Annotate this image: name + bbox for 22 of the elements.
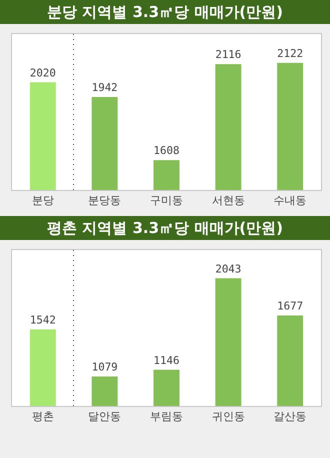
data-label: 1079 [92, 360, 118, 374]
x-tick-label: 갈산동 [274, 409, 307, 424]
x-tick-label: 평촌 [32, 409, 54, 424]
data-label: 1542 [30, 313, 56, 326]
data-label: 1677 [277, 300, 304, 313]
x-tick-label: 수내동 [274, 193, 307, 208]
x-tick-label: 귀인동 [212, 409, 245, 424]
chart-title: 분당 지역별 3.3㎡당 매매가(만원) [0, 0, 330, 24]
x-tick-label: 구미동 [150, 193, 183, 208]
data-label: 2043 [215, 262, 242, 276]
x-tick-label: 분당 [32, 193, 54, 208]
x-tick-label: 서현동 [212, 193, 245, 208]
chart-title: 평촌 지역별 3.3㎡당 매매가(만원) [0, 216, 330, 240]
data-label: 2020 [30, 66, 56, 80]
x-tick-label: 달안동 [88, 409, 122, 424]
x-tick-label: 부림동 [150, 409, 183, 424]
data-label: 1146 [154, 354, 180, 367]
data-label: 2116 [215, 48, 242, 62]
data-label: 1942 [92, 81, 118, 94]
data-label: 1608 [154, 144, 180, 158]
data-label: 2122 [277, 46, 304, 60]
x-tick-label: 분당동 [88, 193, 122, 208]
